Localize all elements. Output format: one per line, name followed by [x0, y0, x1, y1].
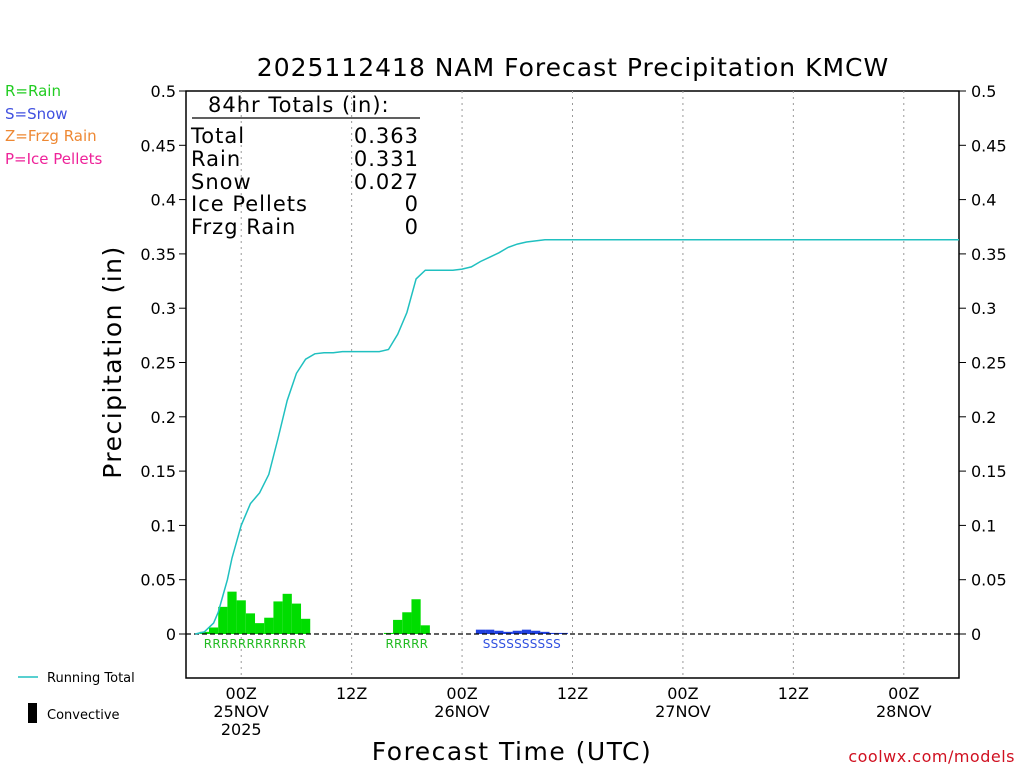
- totals-row-label: Total: [190, 124, 245, 148]
- y-tick-label-left: 0.35: [140, 245, 176, 264]
- vertical-gridlines: [240, 91, 905, 678]
- precip-bars: [199, 591, 568, 634]
- snow-bar: [475, 629, 486, 634]
- snow-bar: [521, 629, 532, 634]
- legend-snow: S=Snow: [5, 105, 68, 123]
- rain-bar: [227, 591, 237, 634]
- y-tick-label-right: 0.3: [971, 299, 996, 318]
- ptype-annotation: RRRRRRRRRRRR: [204, 637, 306, 651]
- y-tick-label-left: 0.05: [140, 571, 176, 590]
- chart-title: 2025112418 NAM Forecast Precipitation KM…: [257, 53, 889, 82]
- y-tick-label-right: 0.1: [971, 516, 996, 535]
- convective-legend-swatch: [28, 703, 37, 723]
- rain-bar: [301, 618, 311, 634]
- totals-row-label: Frzg Rain: [191, 215, 296, 239]
- legend-frzg-rain: Z=Frzg Rain: [5, 127, 97, 145]
- rain-bar: [199, 631, 210, 634]
- totals-header: 84hr Totals (in):: [208, 93, 390, 117]
- y-tick-label-right: 0.5: [971, 82, 996, 101]
- ptype-annotations: RRRRRRRRRRRR RRRRR SSSSSSSSSS: [204, 637, 561, 651]
- snow-bar: [494, 630, 504, 634]
- x-tick-label: 00Z: [667, 684, 698, 703]
- rain-bar: [291, 603, 302, 634]
- running-total-line-path: [195, 239, 959, 635]
- y-tick-label-right: 0.15: [971, 462, 1007, 481]
- rain-bar: [273, 601, 283, 634]
- rain-bar: [264, 617, 274, 634]
- y-tick-label-left: 0.2: [151, 408, 176, 427]
- x-tick-label: 00Z: [226, 684, 257, 703]
- x-axis-label: Forecast Time (UTC): [372, 737, 652, 766]
- rain-bar: [236, 600, 246, 634]
- x-tick-label: 12Z: [336, 684, 367, 703]
- rain-bar: [282, 593, 292, 634]
- x-tick-label: 12Z: [557, 684, 588, 703]
- snow-bar: [540, 631, 550, 634]
- snow-bar: [531, 630, 541, 634]
- y-tick-label-left: 0.45: [140, 136, 176, 155]
- series-legend: Running Total Convective: [18, 671, 135, 723]
- rain-bar: [411, 599, 421, 634]
- x-tick-label: 12Z: [778, 684, 809, 703]
- snow-bar: [485, 629, 495, 634]
- x-tick-label: 00Z: [888, 684, 919, 703]
- x-tick-label: 26NOV: [434, 702, 490, 721]
- rain-bar: [402, 612, 412, 634]
- x-tick-label: 2025: [221, 720, 262, 739]
- totals-row-label: Snow: [191, 170, 252, 194]
- y-tick-label-right: 0.05: [971, 571, 1007, 590]
- rain-bar: [218, 606, 228, 634]
- ptype-annotation: SSSSSSSSSS: [483, 637, 561, 651]
- snow-bar: [512, 630, 522, 634]
- x-tick-label: 28NOV: [876, 702, 932, 721]
- y-tick-label-left: 0.1: [151, 516, 176, 535]
- y-tick-label-right: 0.45: [971, 136, 1007, 155]
- y-tick-label-right: 0.35: [971, 245, 1007, 264]
- totals-row-label: Ice Pellets: [191, 192, 308, 216]
- y-tick-label-left: 0.15: [140, 462, 176, 481]
- y-tick-label-right: 0.25: [971, 354, 1007, 373]
- y-tick-label-left: 0.4: [151, 191, 176, 210]
- totals-row-value: 0: [405, 215, 419, 239]
- ptype-legend: R=Rain S=Snow Z=Frzg Rain P=Ice Pellets: [5, 82, 102, 168]
- y-tick-label-right: 0.2: [971, 408, 996, 427]
- credit-text: coolwx.com/models: [848, 747, 1015, 766]
- y-tick-label-left: 0.5: [151, 82, 176, 101]
- legend-ice-pellets: P=Ice Pellets: [5, 150, 102, 168]
- totals-row-value: 0.363: [354, 124, 419, 148]
- x-tick-label: 00Z: [446, 684, 477, 703]
- y-tick-label-right: 0.4: [971, 191, 996, 210]
- running-total-legend-label: Running Total: [47, 671, 135, 686]
- x-tick-label: 27NOV: [655, 702, 711, 721]
- x-tick-label: 25NOV: [213, 702, 269, 721]
- y-tick-label-left: 0.25: [140, 354, 176, 373]
- rain-bar: [255, 623, 265, 634]
- rain-bar: [245, 613, 256, 634]
- totals-row-value: 0.027: [354, 170, 419, 194]
- ptype-annotation: RRRRR: [386, 637, 429, 651]
- y-tick-label-left: 0.3: [151, 299, 176, 318]
- legend-rain: R=Rain: [5, 82, 61, 100]
- totals-row-value: 0: [405, 192, 419, 216]
- y-axis-label: Precipitation (in): [98, 245, 127, 479]
- snow-bar: [503, 631, 513, 634]
- rain-bar: [209, 627, 219, 634]
- running-total-line: [195, 239, 959, 635]
- rain-bar: [393, 619, 403, 634]
- y-axis-ticks: 0 00.05 0.050.1 0.10.15 0.150.2 0.20.25 0.250.…: [140, 82, 1006, 644]
- convective-legend-label: Convective: [47, 708, 120, 723]
- totals-row-value: 0.331: [354, 147, 419, 171]
- y-tick-label-right: 0: [971, 625, 981, 644]
- rain-bar: [420, 625, 430, 634]
- totals-row-label: Rain: [191, 147, 241, 171]
- totals-box: 84hr Totals (in): Total 0.363 Rain 0.331…: [190, 93, 420, 239]
- y-tick-label-left: 0: [166, 625, 176, 644]
